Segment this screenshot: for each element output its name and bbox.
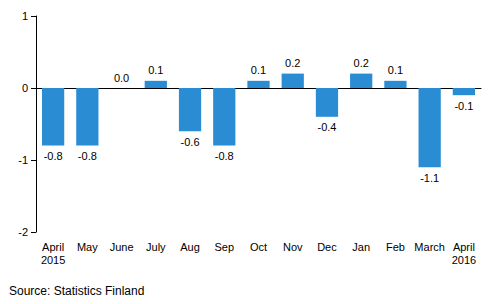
svg-text:0.2: 0.2 [285,57,300,69]
svg-text:-2: -2 [18,226,28,238]
svg-text:0.1: 0.1 [148,64,163,76]
svg-text:May: May [77,241,98,253]
svg-text:Sep: Sep [214,241,234,253]
svg-text:March: March [414,241,445,253]
svg-text:0.1: 0.1 [251,64,266,76]
svg-text:-0.1: -0.1 [454,100,473,112]
svg-text:2016: 2016 [452,254,476,266]
svg-text:-1.1: -1.1 [420,172,439,184]
svg-text:-0.8: -0.8 [78,150,97,162]
svg-text:1: 1 [22,10,28,22]
svg-text:July: July [146,241,166,253]
svg-text:Feb: Feb [386,241,405,253]
svg-text:Jan: Jan [352,241,370,253]
svg-text:June: June [110,241,134,253]
svg-text:April: April [42,241,64,253]
svg-text:-0.8: -0.8 [44,150,63,162]
svg-text:0.2: 0.2 [354,57,369,69]
svg-text:0.1: 0.1 [388,64,403,76]
svg-text:Dec: Dec [317,241,337,253]
svg-text:2015: 2015 [41,254,65,266]
svg-text:Oct: Oct [250,241,267,253]
svg-text:-0.6: -0.6 [181,136,200,148]
svg-text:-1: -1 [18,154,28,166]
svg-text:April: April [453,241,475,253]
svg-text:0.0: 0.0 [114,72,129,84]
svg-text:Aug: Aug [180,241,200,253]
svg-text:Source: Statistics Finland: Source: Statistics Finland [9,284,144,298]
svg-text:-0.4: -0.4 [317,121,336,133]
svg-text:-0.8: -0.8 [215,150,234,162]
svg-text:Nov: Nov [283,241,303,253]
svg-text:0: 0 [22,82,28,94]
